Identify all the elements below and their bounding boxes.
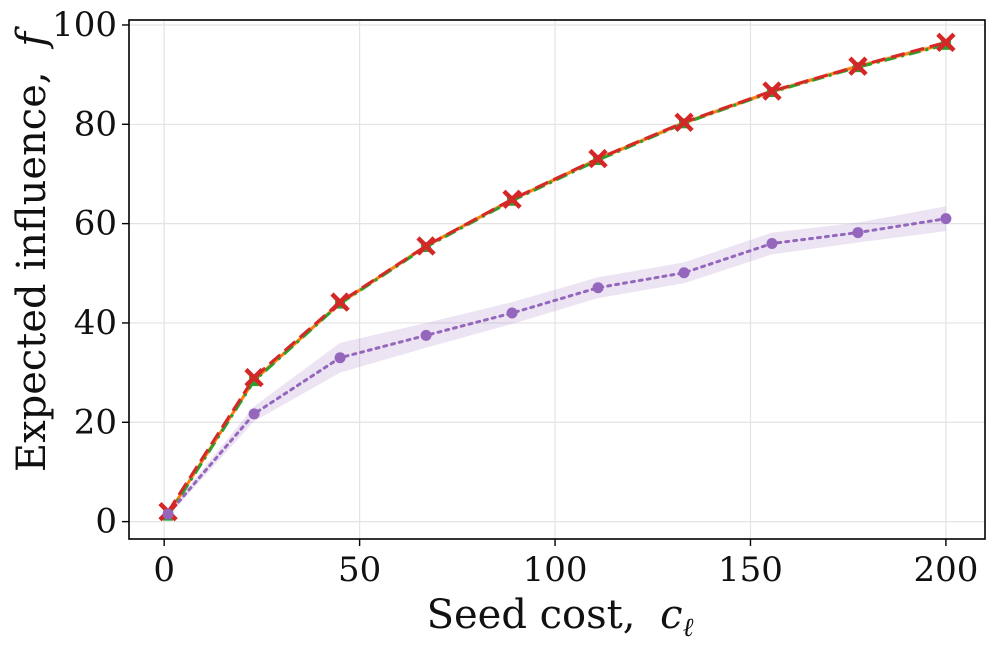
series-purple-dotted-point	[162, 508, 174, 520]
y-tick-label: 80	[74, 104, 117, 144]
y-axis-title-symbol: f	[9, 26, 55, 50]
series-purple-dotted-point	[678, 267, 690, 279]
series-red-dashed-point	[762, 81, 782, 101]
grid	[129, 20, 985, 539]
series-red-dashed-point	[502, 189, 522, 209]
y-axis-title-text: Expected influence,	[9, 71, 55, 472]
y-tick-label: 20	[74, 402, 117, 442]
series-purple-dotted-line	[166, 217, 948, 516]
x-tick-label: 50	[338, 550, 381, 590]
confidence-bands	[168, 41, 946, 517]
series-purple-dotted-point	[940, 213, 952, 225]
x-axis-title: Seed cost, cℓ	[427, 592, 694, 643]
series-lines	[166, 40, 948, 517]
y-axis-title: Expected influence, f	[9, 26, 55, 472]
x-tick-label: 100	[523, 550, 588, 590]
series-red-dashed-point	[588, 148, 608, 169]
series-red-dashed-point	[936, 32, 956, 53]
series-purple-dotted-point	[766, 237, 778, 249]
y-tick-label: 0	[95, 502, 117, 542]
series-orange-solid-band	[168, 41, 946, 517]
series-purple-dotted-point	[248, 408, 260, 420]
series-purple-dotted-point	[420, 329, 432, 341]
x-axis-title-symbol: c	[660, 592, 682, 638]
y-tick-label: 60	[74, 204, 117, 244]
series-red-dashed-point	[674, 112, 694, 132]
series-red-dashed-point	[416, 236, 436, 256]
series-red-dashed-point	[330, 292, 350, 312]
series-purple-dotted-point	[334, 352, 346, 364]
series-purple-dotted-point	[852, 227, 864, 239]
x-tick-label: 0	[153, 550, 175, 590]
x-tick-label: 200	[913, 550, 978, 590]
series-purple-dotted-point	[506, 307, 518, 319]
series-purple-dotted-band	[168, 206, 946, 517]
plot-frame	[128, 19, 986, 540]
series-green-dashdot-point	[249, 376, 260, 387]
series-red-dashed-point	[848, 56, 868, 76]
series-red-dashed-line	[166, 40, 947, 513]
y-tick-label: 100	[52, 5, 117, 45]
series-orange-solid-line	[166, 42, 947, 515]
series-green-dashdot-line	[166, 43, 947, 517]
x-tick-label: 150	[718, 550, 783, 590]
axis-ticks: 0 50 100 150 200 0 20 40 60 80 100	[52, 5, 978, 590]
series-red-dashed-point	[244, 367, 264, 388]
series-purple-dotted-point	[592, 282, 604, 294]
series-markers	[158, 32, 956, 522]
y-tick-label: 40	[74, 303, 117, 343]
x-axis-title-subscript: ℓ	[683, 613, 694, 643]
x-axis-title-text: Seed cost,	[427, 592, 636, 638]
